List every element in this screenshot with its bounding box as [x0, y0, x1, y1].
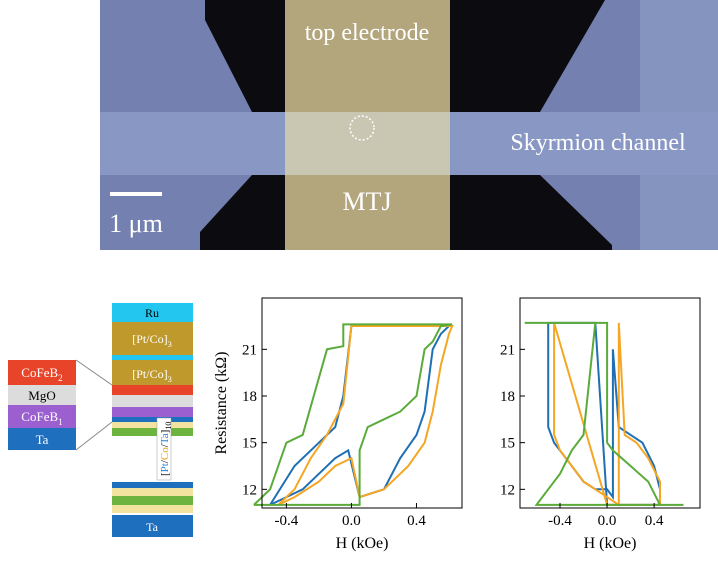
layer-label: CoFeB2 — [21, 365, 63, 383]
layer — [112, 395, 193, 407]
layer — [112, 428, 193, 436]
layer — [112, 407, 193, 417]
layer-label: Ru — [145, 306, 159, 320]
sep: / — [159, 459, 171, 463]
layer — [112, 385, 193, 395]
plot-frame — [261, 297, 463, 509]
label: Skyrmion channel — [510, 130, 686, 156]
x-tick-label: 0.0 — [598, 513, 617, 529]
x-tick-label: -0.4 — [275, 513, 299, 529]
layer — [112, 496, 193, 505]
layer-label: [Pt/Co]3 — [132, 367, 172, 384]
part: Pt — [159, 463, 171, 472]
pad — [200, 175, 285, 250]
x-axis-label: H (kOe) — [336, 535, 389, 552]
layer — [112, 322, 193, 355]
label-text: [Pt/Co] — [132, 367, 167, 381]
layer — [112, 505, 193, 513]
layer-label: MgO — [28, 388, 55, 403]
pad — [450, 175, 612, 250]
stack: Ru[Pt/Co]3[Pt/Co]3TaCoFeB2MgOCoFeB1Ta[Pt… — [8, 303, 193, 537]
connector — [75, 421, 113, 451]
data-line — [253, 323, 453, 506]
skyrmion-marker — [349, 115, 375, 141]
layer — [112, 303, 193, 322]
multilayer-label: [Pt/Co/Ta]10 — [159, 422, 173, 476]
sem-image: top electrode MTJ Skyrmion channel 1 μm — [100, 0, 718, 250]
data-line — [269, 325, 452, 506]
y-tick-label: 18 — [242, 389, 257, 405]
label-text: Ta — [146, 520, 158, 534]
label: top electrode — [305, 20, 430, 46]
layer — [8, 428, 76, 450]
x-axis-label: H (kOe) — [584, 535, 637, 552]
y-tick-label: 15 — [500, 436, 515, 452]
label-text: CoFeB — [21, 365, 58, 380]
layer — [112, 482, 193, 488]
y-axis-label: Resistance (kΩ) — [213, 352, 230, 455]
layer — [112, 488, 193, 496]
layer-label: Ta — [146, 520, 158, 534]
layer — [112, 515, 193, 537]
connector — [75, 359, 113, 386]
layer — [8, 360, 76, 385]
label-text: MgO — [28, 388, 55, 403]
sep: / — [159, 443, 171, 447]
label-sub: 3 — [168, 375, 172, 384]
x-tick-label: 0.4 — [645, 513, 664, 529]
data-line — [553, 322, 661, 507]
y-tick-label: 12 — [500, 482, 515, 498]
overlap — [285, 112, 450, 175]
y-tick-label: 18 — [500, 389, 515, 405]
label-text: CoFeB — [21, 409, 58, 424]
x-tick-label: 0.4 — [407, 513, 426, 529]
label-sub: 10 — [164, 422, 173, 430]
label-box — [156, 417, 172, 481]
layer — [112, 417, 193, 422]
charts: -0.4 0.0 0.4 12 15 18 21 H (kOe) Resistance (kΩ)… — [213, 297, 701, 552]
y-tick-label: 15 — [242, 436, 257, 452]
x-tick-label: 0.0 — [342, 513, 361, 529]
label: MTJ — [342, 187, 391, 216]
layer — [112, 422, 193, 428]
pad — [205, 0, 285, 112]
label-sub: 1 — [58, 417, 63, 427]
scale-bar — [110, 192, 162, 196]
pad — [450, 0, 605, 112]
layer — [112, 355, 193, 360]
y-tick-label: 21 — [242, 342, 257, 358]
layer-label: Ta — [36, 432, 49, 447]
y-tick-label: 21 — [500, 342, 515, 358]
layer — [8, 385, 76, 405]
scale-label: 1 μm — [109, 209, 163, 238]
x-tick-label: -0.4 — [548, 513, 572, 529]
part: Ta — [159, 433, 171, 444]
label-sub: 2 — [58, 373, 63, 383]
layer — [112, 360, 193, 385]
layer-label: [Pt/Co]3 — [132, 332, 172, 349]
part: Co — [159, 447, 171, 460]
label-text: Ta — [36, 432, 49, 447]
data-line — [524, 321, 684, 506]
bracket: [ — [159, 472, 171, 476]
data-line — [277, 325, 454, 506]
label-text: Ru — [145, 306, 159, 320]
y-tick-label: 12 — [242, 482, 257, 498]
plot-frame — [519, 297, 701, 509]
label-sub: 3 — [168, 340, 172, 349]
layer — [8, 405, 76, 428]
bracket: ] — [159, 430, 171, 434]
label-text: [Pt/Co] — [132, 332, 167, 346]
layer-label: CoFeB1 — [21, 409, 62, 427]
